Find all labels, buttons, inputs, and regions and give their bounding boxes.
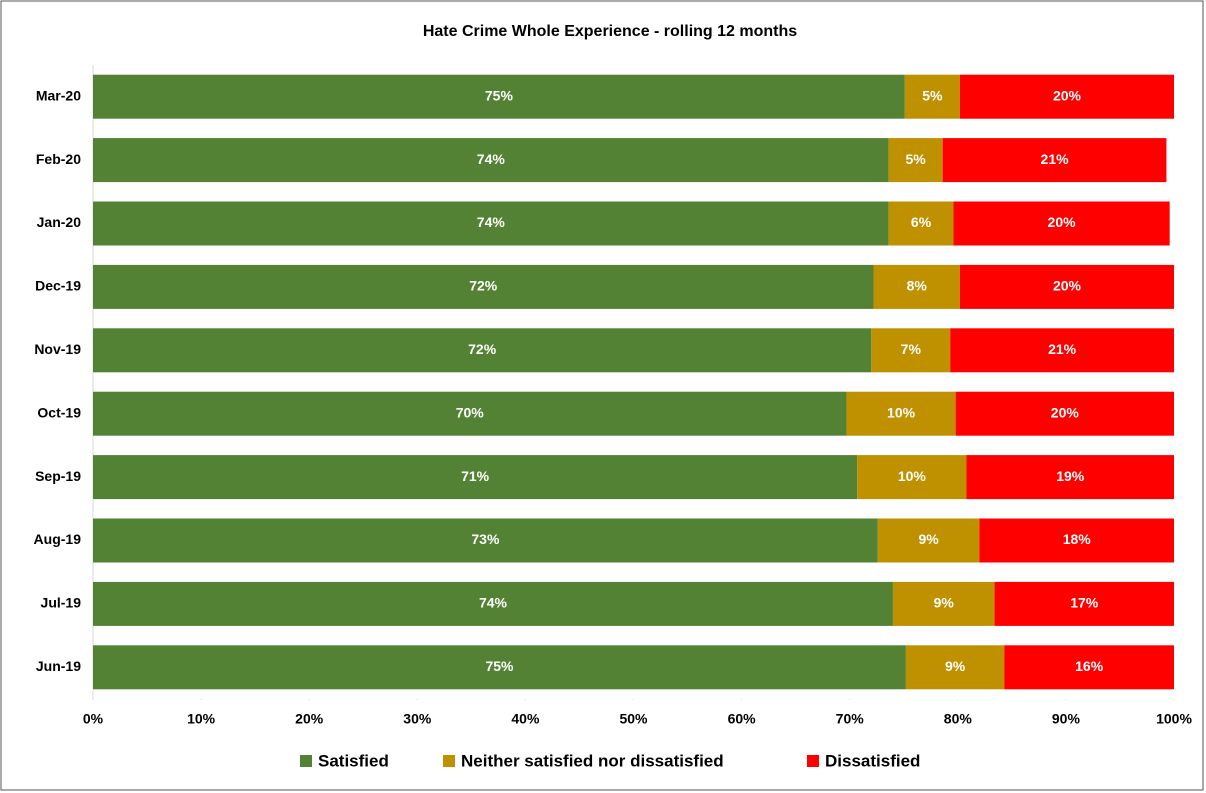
- data-label: 75%: [485, 87, 514, 103]
- data-label: 10%: [898, 468, 927, 484]
- y-tick-label: Sep-19: [35, 468, 81, 484]
- bar-segment: [994, 581, 1174, 626]
- bar-segment: [966, 455, 1174, 500]
- data-label: 5%: [922, 87, 943, 103]
- data-label: 74%: [479, 595, 508, 611]
- x-tick-label: 20%: [295, 711, 324, 727]
- bar-segment: [93, 74, 905, 119]
- bar-segment: [959, 74, 1174, 119]
- bar-segment: [905, 645, 1005, 690]
- x-tick-label: 60%: [728, 711, 757, 727]
- bar-segment: [871, 328, 951, 373]
- chart-title: Hate Crime Whole Experience - rolling 12…: [423, 23, 797, 40]
- y-tick-label: Oct-19: [37, 404, 81, 420]
- data-label: 17%: [1070, 595, 1099, 611]
- legend-swatch: [300, 755, 312, 767]
- y-tick-label: Dec-19: [35, 278, 81, 294]
- bar-segment: [93, 391, 847, 436]
- data-label: 75%: [485, 658, 514, 674]
- y-tick-label: Feb-20: [36, 151, 81, 167]
- data-label: 20%: [1048, 214, 1077, 230]
- data-label: 6%: [911, 214, 932, 230]
- x-tick-label: 40%: [511, 711, 540, 727]
- bar-segment: [955, 391, 1174, 436]
- bar-segment: [904, 74, 960, 119]
- y-tick-label: Mar-20: [36, 87, 81, 103]
- bar-segment: [93, 645, 906, 690]
- y-tick-label: Jan-20: [37, 214, 82, 230]
- bar-segment: [93, 264, 874, 309]
- data-label: 19%: [1056, 468, 1085, 484]
- bar-segment: [888, 201, 954, 246]
- data-label: 21%: [1041, 151, 1070, 167]
- x-tick-label: 10%: [187, 711, 216, 727]
- legend-label: Dissatisfied: [825, 751, 920, 770]
- bar-segment: [93, 201, 889, 246]
- data-label: 74%: [477, 151, 506, 167]
- data-label: 10%: [887, 404, 916, 420]
- bar-segment: [950, 328, 1174, 373]
- bar-segment: [93, 455, 858, 500]
- x-tick-label: 0%: [83, 711, 104, 727]
- bar-segment: [93, 138, 889, 183]
- bar-segment: [942, 138, 1167, 183]
- bar-segment: [93, 581, 893, 626]
- data-label: 8%: [907, 278, 928, 294]
- legend-label: Satisfied: [318, 751, 389, 770]
- data-label: 9%: [918, 531, 939, 547]
- data-label: 9%: [945, 658, 966, 674]
- x-tick-label: 70%: [836, 711, 865, 727]
- y-tick-label: Jul-19: [41, 595, 82, 611]
- bar-segment: [953, 201, 1170, 246]
- bar-segment: [877, 518, 980, 563]
- bar-segment: [1004, 645, 1174, 690]
- bar-segment: [873, 264, 960, 309]
- data-label: 20%: [1053, 87, 1082, 103]
- x-tick-label: 50%: [619, 711, 648, 727]
- data-label: 72%: [468, 341, 497, 357]
- data-label: 20%: [1051, 404, 1080, 420]
- bar-segment: [846, 391, 956, 436]
- x-tick-label: 80%: [944, 711, 973, 727]
- data-label: 5%: [906, 151, 927, 167]
- data-label: 70%: [456, 404, 485, 420]
- bar-segment: [857, 455, 967, 500]
- x-tick-label: 100%: [1156, 711, 1192, 727]
- data-label: 7%: [901, 341, 922, 357]
- bar-segment: [888, 138, 943, 183]
- data-label: 72%: [469, 278, 498, 294]
- legend-swatch: [443, 755, 455, 767]
- data-label: 74%: [477, 214, 506, 230]
- x-tick-label: 90%: [1052, 711, 1081, 727]
- bar-segment: [892, 581, 995, 626]
- bar-segment: [959, 264, 1174, 309]
- y-tick-label: Nov-19: [34, 341, 81, 357]
- legend-label: Neither satisfied nor dissatisfied: [461, 751, 724, 770]
- legend-swatch: [807, 755, 819, 767]
- data-label: 21%: [1048, 341, 1077, 357]
- y-tick-label: Aug-19: [34, 531, 82, 547]
- bar-segment: [979, 518, 1174, 563]
- data-label: 73%: [471, 531, 500, 547]
- bar-segment: [93, 518, 878, 563]
- data-label: 9%: [934, 595, 955, 611]
- x-tick-label: 30%: [403, 711, 432, 727]
- bar-segment: [93, 328, 872, 373]
- data-label: 71%: [461, 468, 490, 484]
- data-label: 16%: [1075, 658, 1104, 674]
- data-label: 20%: [1053, 278, 1082, 294]
- data-label: 18%: [1063, 531, 1092, 547]
- y-tick-label: Jun-19: [36, 658, 81, 674]
